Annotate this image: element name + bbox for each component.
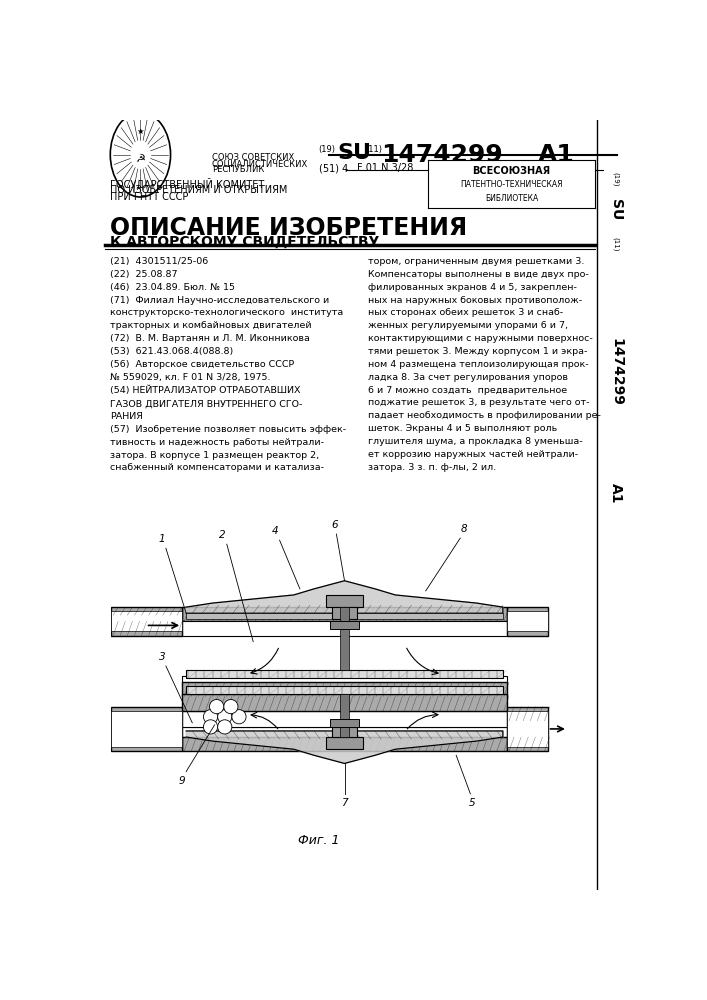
Text: СОЦИАЛИСТИЧЕСКИХ: СОЦИАЛИСТИЧЕСКИХ bbox=[211, 159, 308, 168]
Text: ★: ★ bbox=[136, 127, 144, 136]
Text: SU: SU bbox=[338, 143, 372, 163]
Text: СОЮЗ СОВЕТСКИХ: СОЮЗ СОВЕТСКИХ bbox=[211, 153, 294, 162]
Text: ОПИСАНИЕ ИЗОБРЕТЕНИЯ: ОПИСАНИЕ ИЗОБРЕТЕНИЯ bbox=[110, 216, 467, 240]
Text: 1474299: 1474299 bbox=[382, 143, 503, 167]
Text: A1: A1 bbox=[538, 143, 575, 167]
Text: ГОСУДАРСТВЕННЫЙ КОМИТЕТ: ГОСУДАРСТВЕННЫЙ КОМИТЕТ bbox=[110, 178, 264, 190]
Text: F 01 N 3/28: F 01 N 3/28 bbox=[357, 163, 413, 173]
Text: (21)  4301511/25-06
(22)  25.08.87
(46)  23.04.89. Бюл. № 15
(71)  Филиал Научно: (21) 4301511/25-06 (22) 25.08.87 (46) 23… bbox=[110, 257, 346, 472]
Text: РЕСПУБЛИК: РЕСПУБЛИК bbox=[211, 165, 264, 174]
Text: (19): (19) bbox=[319, 145, 336, 154]
Text: ☭: ☭ bbox=[136, 153, 146, 163]
Text: (51) 4: (51) 4 bbox=[319, 163, 348, 173]
Text: (11): (11) bbox=[365, 145, 382, 154]
Text: ПРИ ГНТТ СССР: ПРИ ГНТТ СССР bbox=[110, 192, 189, 202]
Text: К АВТОРСКОМУ СВИДЕТЕЛЬСТВУ: К АВТОРСКОМУ СВИДЕТЕЛЬСТВУ bbox=[110, 235, 380, 249]
Text: ПО ИЗОБРЕТЕНИЯМ И ОТКРЫТИЯМ: ПО ИЗОБРЕТЕНИЯМ И ОТКРЫТИЯМ bbox=[110, 185, 288, 195]
Text: тором, ограниченным двумя решетками 3.
Компенсаторы выполнены в виде двух про-
ф: тором, ограниченным двумя решетками 3. К… bbox=[368, 257, 601, 472]
Text: Фиг. 1: Фиг. 1 bbox=[298, 834, 339, 847]
